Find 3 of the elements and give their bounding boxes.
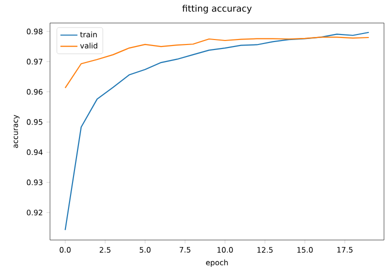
line-series <box>64 36 370 88</box>
chart-title: fitting accuracy <box>182 4 252 14</box>
line-series <box>64 32 370 231</box>
